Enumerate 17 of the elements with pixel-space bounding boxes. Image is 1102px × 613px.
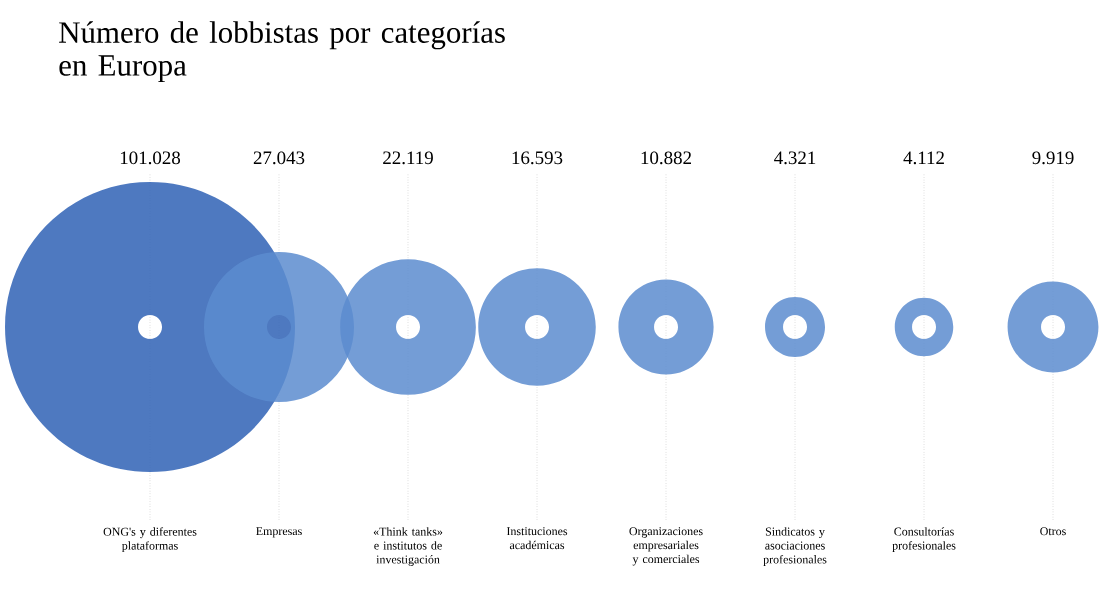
- data-label: 4.321: [774, 151, 816, 165]
- data-label: 16.593: [512, 151, 563, 165]
- data-label: 27.043: [253, 151, 305, 165]
- text: Número de lobbistas por categorías en Europa: [59, 21, 505, 83]
- category-label: Consultorías profesionales: [892, 527, 956, 552]
- data-label: 4.112: [903, 151, 944, 165]
- category-label: Otros: [1040, 527, 1066, 536]
- data-label: 10.882: [641, 151, 691, 165]
- data-label: 101.028: [120, 151, 181, 165]
- category-label: Sindicatos y asociaciones profesionales: [763, 527, 827, 566]
- data-label: 22.119: [383, 151, 433, 165]
- category-label: Empresas: [256, 527, 302, 538]
- category-label: «Think tanks» e institutos de investigación: [373, 527, 443, 566]
- category-label: Instituciones académicas: [506, 527, 568, 550]
- category-label: ONG's y diferentes plataformas: [103, 527, 197, 553]
- data-label: 9.919: [1032, 151, 1074, 165]
- category-label: Organizaciones empresariales y comerciales: [629, 527, 703, 566]
